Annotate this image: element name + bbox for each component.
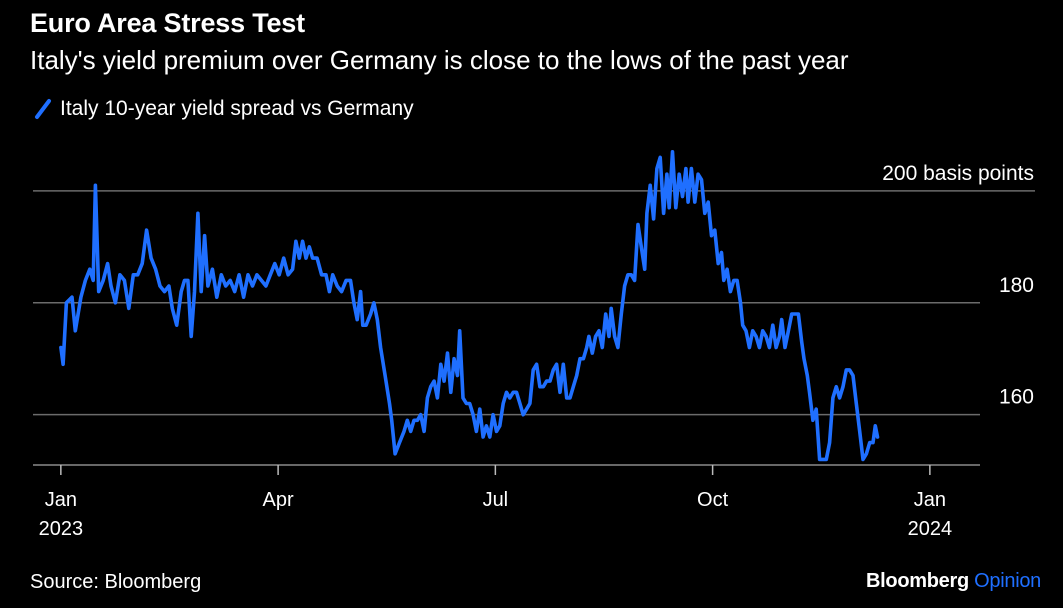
x-tick-label-1: Apr [263, 489, 294, 511]
x-tick-year-label-4: 2024 [908, 518, 953, 540]
x-tick-year-label-0: 2023 [39, 518, 84, 540]
brand-name: Bloomberg [866, 570, 969, 592]
chart-title: Euro Area Stress Test [30, 8, 305, 38]
x-tick-label-0: Jan [45, 489, 77, 511]
brand-logo: Bloomberg Opinion [866, 570, 1041, 593]
x-tick-label-3: Oct [697, 489, 729, 511]
source-note: Source: Bloomberg [30, 571, 202, 593]
x-tick-label-2: Jul [483, 489, 509, 511]
legend-label: Italy 10-year yield spread vs Germany [60, 97, 414, 120]
legend: Italy 10-year yield spread vs Germany [34, 97, 414, 121]
brand-suffix: Opinion [974, 570, 1041, 592]
series-line-0 [59, 150, 880, 462]
legend-swatch-icon [35, 99, 51, 119]
chart-subtitle: Italy's yield premium over Germany is cl… [30, 45, 849, 75]
y-tick-label-200: 200 basis points [882, 162, 1034, 185]
x-tick-label-4: Jan [914, 489, 946, 511]
y-tick-label-160: 160 [999, 386, 1034, 409]
y-tick-label-180: 180 [999, 274, 1034, 297]
